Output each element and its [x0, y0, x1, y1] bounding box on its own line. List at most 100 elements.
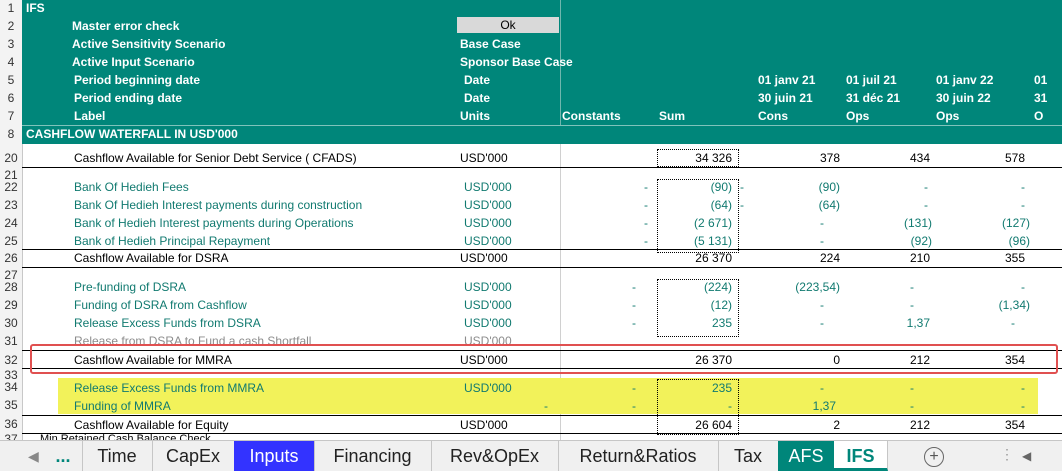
tab-ifs[interactable]: IFS: [834, 441, 888, 471]
period-end-label[interactable]: Period ending date: [74, 91, 183, 105]
row-number[interactable]: 5: [7, 73, 15, 87]
row-number[interactable]: 4: [7, 55, 15, 69]
master-error-check-label[interactable]: Master error check: [72, 19, 180, 33]
cell-label[interactable]: Bank of Hedieh Interest payments during …: [74, 216, 354, 230]
period-2-end[interactable]: 31 déc 21: [846, 91, 901, 105]
cell-period-3[interactable]: (1,34): [998, 298, 1030, 312]
row-header-column[interactable]: 1 2 3 4 5 6 7 8 20 21 22 23 24 25 26 27 …: [0, 0, 23, 440]
cell-period-2[interactable]: -: [910, 381, 914, 395]
cell-sum[interactable]: (2 671): [693, 216, 732, 230]
cell-constants[interactable]: -: [632, 381, 636, 395]
period-end-units[interactable]: Date: [464, 91, 491, 105]
cell-label[interactable]: Pre-funding of DSRA: [74, 280, 187, 294]
cell-period-3[interactable]: 354: [1004, 418, 1025, 432]
sum-header[interactable]: Sum: [659, 109, 686, 123]
add-sheet-icon[interactable]: +: [924, 447, 944, 467]
cell-label[interactable]: Cashflow Available for DSRA: [74, 251, 229, 265]
period-begin-units[interactable]: Date: [464, 73, 491, 87]
cell-constants[interactable]: -: [644, 198, 648, 212]
tab-splitter-icon[interactable]: ⋮: [1000, 446, 1014, 462]
cell-period-2[interactable]: 1,37: [906, 316, 930, 330]
cell-period-3[interactable]: -: [1011, 316, 1015, 330]
cell-period-1[interactable]: -: [820, 234, 824, 248]
cell-sum[interactable]: 34 326: [695, 151, 732, 165]
units-header[interactable]: Units: [460, 109, 490, 123]
cell-period-1[interactable]: 1,37: [812, 399, 836, 413]
tab-inputs[interactable]: Inputs: [234, 441, 315, 471]
cell-sum[interactable]: -: [728, 399, 732, 413]
sheet-title[interactable]: IFS: [26, 1, 45, 15]
period-begin-label[interactable]: Period beginning date: [74, 73, 201, 87]
horizontal-scroll-left-icon[interactable]: ◀: [1022, 449, 1032, 463]
cell-label[interactable]: Cashflow Available for MMRA: [74, 353, 232, 367]
cell-period-2[interactable]: (131): [903, 216, 932, 230]
period-4-begin[interactable]: 01: [1034, 73, 1048, 87]
cell-period-3[interactable]: (96): [1008, 234, 1030, 248]
cell-label[interactable]: Funding of DSRA from Cashflow: [74, 298, 247, 312]
cell-period-2[interactable]: -: [924, 180, 928, 194]
cell-period-1[interactable]: -: [820, 381, 824, 395]
cell-units[interactable]: USD'000: [460, 151, 508, 165]
cell-period-2[interactable]: -: [910, 298, 914, 312]
cell-sum[interactable]: (90): [710, 180, 732, 194]
cell-constants[interactable]: -: [632, 316, 636, 330]
cell-units[interactable]: USD'000: [464, 180, 512, 194]
cell-period-3[interactable]: -: [1021, 280, 1025, 294]
cell-label[interactable]: Bank Of Hedieh Interest payments during …: [74, 198, 363, 212]
cell-sum[interactable]: (224): [703, 280, 732, 294]
tab-return-ratios[interactable]: Return&Ratios: [558, 441, 719, 471]
cell-sum[interactable]: 26 370: [695, 353, 732, 367]
row-number[interactable]: 34: [4, 380, 18, 394]
cell-units[interactable]: USD'000: [464, 234, 512, 248]
cell-units[interactable]: USD'000: [464, 198, 512, 212]
scroll-left-icon[interactable]: ◀: [28, 448, 39, 464]
cell-period-2[interactable]: 434: [909, 151, 930, 165]
cell-label[interactable]: Release Excess Funds from DSRA: [74, 316, 261, 330]
cell-constants[interactable]: -: [632, 399, 636, 413]
cell-period-2[interactable]: -: [924, 198, 928, 212]
row-number[interactable]: 35: [4, 398, 18, 412]
cell-constants[interactable]: -: [644, 216, 648, 230]
row-number[interactable]: 36: [4, 417, 18, 431]
row-number[interactable]: 31: [4, 334, 18, 348]
period-2-type[interactable]: Ops: [846, 109, 870, 123]
cell-sum[interactable]: 26 370: [695, 251, 732, 265]
row-number[interactable]: 29: [4, 298, 18, 312]
row-number[interactable]: 20: [4, 151, 18, 165]
label-header[interactable]: Label: [74, 109, 106, 123]
spreadsheet-grid[interactable]: 1 2 3 4 5 6 7 8 20 21 22 23 24 25 26 27 …: [0, 0, 1062, 440]
cell-period-1[interactable]: -: [820, 316, 824, 330]
sensitivity-scenario-value[interactable]: Base Case: [460, 37, 521, 51]
sensitivity-scenario-label[interactable]: Active Sensitivity Scenario: [72, 37, 226, 51]
cell-period-3[interactable]: 355: [1004, 251, 1025, 265]
row-number[interactable]: 2: [7, 19, 15, 33]
row-number[interactable]: 25: [4, 234, 18, 248]
tab-afs[interactable]: AFS: [778, 441, 835, 471]
cell-period-1[interactable]: (64): [818, 198, 840, 212]
period-3-type[interactable]: Ops: [936, 109, 960, 123]
tab-financing[interactable]: Financing: [314, 441, 432, 471]
cell-period-1[interactable]: 2: [833, 418, 840, 432]
cell-constants[interactable]: -: [644, 234, 648, 248]
row-number[interactable]: 22: [4, 180, 18, 194]
cell-dash[interactable]: -: [740, 180, 744, 194]
master-error-check-value[interactable]: Ok: [457, 17, 559, 33]
cell-units[interactable]: USD'000: [460, 353, 508, 367]
row-number[interactable]: 7: [7, 109, 15, 123]
cell-period-2[interactable]: 210: [909, 251, 930, 265]
cell-period-3[interactable]: -: [1021, 381, 1025, 395]
cell-period-1[interactable]: 224: [819, 251, 840, 265]
cell-period-2[interactable]: -: [910, 399, 914, 413]
cell-period-2[interactable]: 212: [909, 353, 930, 367]
row-number[interactable]: 28: [4, 280, 18, 294]
period-4-end[interactable]: 31: [1034, 91, 1048, 105]
row-number[interactable]: 27: [4, 268, 18, 282]
cell-period-3[interactable]: 354: [1004, 353, 1025, 367]
cell-units[interactable]: USD'000: [464, 298, 512, 312]
period-4-type[interactable]: O: [1034, 109, 1044, 123]
cell-label[interactable]: Bank of Hedieh Principal Repayment: [74, 234, 271, 248]
tab-capex[interactable]: CapEx: [152, 441, 235, 471]
cell-period-2[interactable]: (92): [910, 234, 932, 248]
tab-tax[interactable]: Tax: [718, 441, 779, 471]
cell-units[interactable]: USD'000: [464, 216, 512, 230]
